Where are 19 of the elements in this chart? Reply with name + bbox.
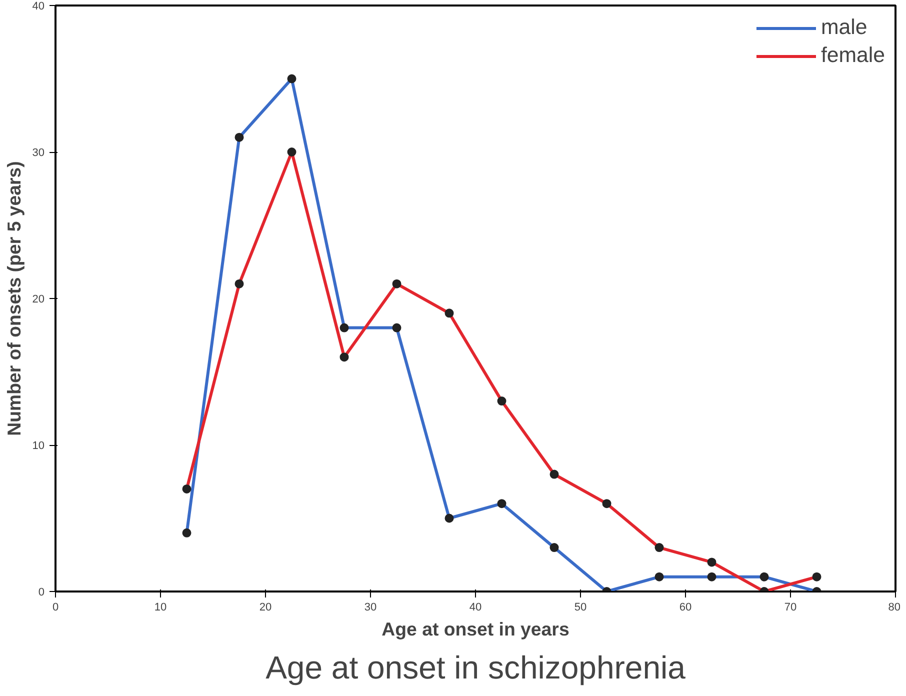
y-tick-label: 20 (32, 294, 45, 306)
x-tick-label: 50 (574, 602, 587, 614)
x-tick-label: 80 (888, 602, 901, 614)
y-tick-label: 10 (32, 440, 45, 452)
y-tick-label: 30 (32, 147, 45, 159)
text: Age at onset in schizophrenia (266, 650, 686, 686)
y-tick-label: 40 (32, 0, 45, 12)
x-tick-label: 0 (52, 602, 59, 614)
x-tick-label: 60 (679, 602, 692, 614)
legend-label: female (820, 43, 885, 68)
y-tick-label: 0 (38, 586, 45, 598)
x-tick-label: 10 (154, 602, 167, 614)
legend-label: male (820, 15, 868, 40)
x-tick-label: 70 (784, 602, 797, 614)
x-tick-label: 20 (259, 602, 272, 614)
x-axis-title: Age at onset in years (382, 618, 570, 640)
y-axis-title: Number of onsets (per 5 years) (3, 161, 24, 436)
x-tick-label: 40 (469, 602, 482, 614)
x-tick-label: 30 (364, 602, 377, 614)
